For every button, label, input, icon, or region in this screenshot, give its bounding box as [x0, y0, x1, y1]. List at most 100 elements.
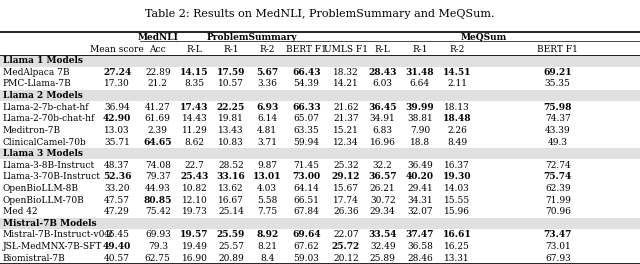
Text: 66.43: 66.43: [292, 68, 321, 77]
Text: 47.57: 47.57: [104, 196, 130, 205]
Text: 2.26: 2.26: [447, 126, 467, 135]
Bar: [0, 55, 640, 67]
Text: 67.84: 67.84: [294, 207, 319, 216]
Text: 16.90: 16.90: [182, 254, 207, 263]
Text: 37.47: 37.47: [406, 230, 434, 239]
Text: ClinicalCamel-70b: ClinicalCamel-70b: [3, 138, 86, 147]
Text: 49.40: 49.40: [103, 242, 131, 251]
Text: 30.72: 30.72: [370, 196, 396, 205]
Text: 18.8: 18.8: [410, 138, 430, 147]
Text: Table 2: Results on MedNLI, ProblemSummary and MeQSum.: Table 2: Results on MedNLI, ProblemSumma…: [145, 9, 495, 19]
Text: 70.96: 70.96: [545, 207, 571, 216]
Text: 6.14: 6.14: [257, 114, 277, 123]
Text: Biomistral-7B: Biomistral-7B: [3, 254, 65, 263]
Text: 7.75: 7.75: [257, 207, 277, 216]
Text: 17.43: 17.43: [180, 103, 209, 112]
Text: 54.39: 54.39: [294, 79, 319, 88]
Text: 6.93: 6.93: [256, 103, 278, 112]
Text: 13.43: 13.43: [218, 126, 244, 135]
Text: 25.43: 25.43: [180, 172, 209, 181]
Text: 32.07: 32.07: [407, 207, 433, 216]
Text: BERT F1: BERT F1: [286, 45, 327, 54]
Text: 16.61: 16.61: [443, 230, 471, 239]
Text: 34.91: 34.91: [370, 114, 396, 123]
Text: MeQSum: MeQSum: [461, 33, 507, 42]
Text: Med 42: Med 42: [3, 207, 37, 216]
Text: 12.34: 12.34: [333, 138, 359, 147]
Bar: [0, 218, 640, 229]
Text: 40.20: 40.20: [406, 172, 434, 181]
Text: 71.45: 71.45: [294, 161, 319, 170]
Text: 15.21: 15.21: [333, 126, 359, 135]
Text: 46.45: 46.45: [104, 230, 130, 239]
Text: 25.32: 25.32: [333, 161, 359, 170]
Text: OpenBioLLM-8B: OpenBioLLM-8B: [3, 184, 79, 193]
Text: 31.48: 31.48: [406, 68, 434, 77]
Text: 15.96: 15.96: [444, 207, 470, 216]
Text: 8.49: 8.49: [447, 138, 467, 147]
Text: 62.39: 62.39: [545, 184, 571, 193]
Text: 67.62: 67.62: [294, 242, 319, 251]
Text: 22.07: 22.07: [333, 230, 359, 239]
Text: 75.74: 75.74: [543, 172, 572, 181]
Text: 75.98: 75.98: [543, 103, 572, 112]
Text: 6.64: 6.64: [410, 79, 430, 88]
Text: 26.36: 26.36: [333, 207, 359, 216]
Text: MedAlpaca 7B: MedAlpaca 7B: [3, 68, 69, 77]
Text: 16.67: 16.67: [218, 196, 244, 205]
Text: 25.14: 25.14: [218, 207, 244, 216]
Text: Llama-2-7b-chat-hf: Llama-2-7b-chat-hf: [3, 103, 89, 112]
Text: MedNLI: MedNLI: [138, 33, 178, 42]
Text: 13.03: 13.03: [104, 126, 130, 135]
Text: Llama-3-8B-Instruct: Llama-3-8B-Instruct: [3, 161, 95, 170]
Text: 8.4: 8.4: [260, 254, 275, 263]
Text: 20.89: 20.89: [218, 254, 244, 263]
Text: 18.13: 18.13: [444, 103, 470, 112]
Text: 14.43: 14.43: [182, 114, 207, 123]
Text: 52.36: 52.36: [103, 172, 131, 181]
Text: 10.82: 10.82: [182, 184, 207, 193]
Text: 13.31: 13.31: [444, 254, 470, 263]
Text: R-L: R-L: [187, 45, 202, 54]
Text: 16.96: 16.96: [370, 138, 396, 147]
Text: 25.57: 25.57: [218, 242, 244, 251]
Text: 29.12: 29.12: [332, 172, 360, 181]
Text: 6.03: 6.03: [372, 79, 393, 88]
Text: JSL-MedMNX-7B-SFT: JSL-MedMNX-7B-SFT: [3, 242, 102, 251]
Text: 19.73: 19.73: [182, 207, 207, 216]
Text: PMC-Llama-7B: PMC-Llama-7B: [3, 79, 71, 88]
Text: 19.57: 19.57: [180, 230, 209, 239]
Text: 8.62: 8.62: [184, 138, 205, 147]
Text: 29.34: 29.34: [370, 207, 396, 216]
Text: 64.14: 64.14: [294, 184, 319, 193]
Text: 36.58: 36.58: [407, 242, 433, 251]
Text: ProblemSummary: ProblemSummary: [207, 33, 297, 42]
Text: R-1: R-1: [412, 45, 428, 54]
Text: 69.93: 69.93: [145, 230, 171, 239]
Text: 15.55: 15.55: [444, 196, 470, 205]
Text: 72.74: 72.74: [545, 161, 571, 170]
Text: 73.01: 73.01: [545, 242, 571, 251]
Text: 14.03: 14.03: [444, 184, 470, 193]
Text: 15.67: 15.67: [333, 184, 359, 193]
Text: 75.42: 75.42: [145, 207, 171, 216]
Text: 48.37: 48.37: [104, 161, 130, 170]
Text: 18.32: 18.32: [333, 68, 359, 77]
Text: 47.29: 47.29: [104, 207, 130, 216]
Text: 32.49: 32.49: [370, 242, 396, 251]
Text: 14.15: 14.15: [180, 68, 209, 77]
Text: Meditron-7B: Meditron-7B: [3, 126, 61, 135]
Text: 22.89: 22.89: [145, 68, 171, 77]
Text: 79.3: 79.3: [148, 242, 168, 251]
Text: 40.57: 40.57: [104, 254, 130, 263]
Text: 34.31: 34.31: [407, 196, 433, 205]
Text: 36.45: 36.45: [369, 103, 397, 112]
Text: 14.21: 14.21: [333, 79, 359, 88]
Text: 38.81: 38.81: [407, 114, 433, 123]
Text: 4.81: 4.81: [257, 126, 277, 135]
Text: 43.39: 43.39: [545, 126, 571, 135]
Text: 66.51: 66.51: [294, 196, 319, 205]
Text: 20.12: 20.12: [333, 254, 359, 263]
Text: 14.51: 14.51: [443, 68, 471, 77]
Text: 8.21: 8.21: [257, 242, 277, 251]
